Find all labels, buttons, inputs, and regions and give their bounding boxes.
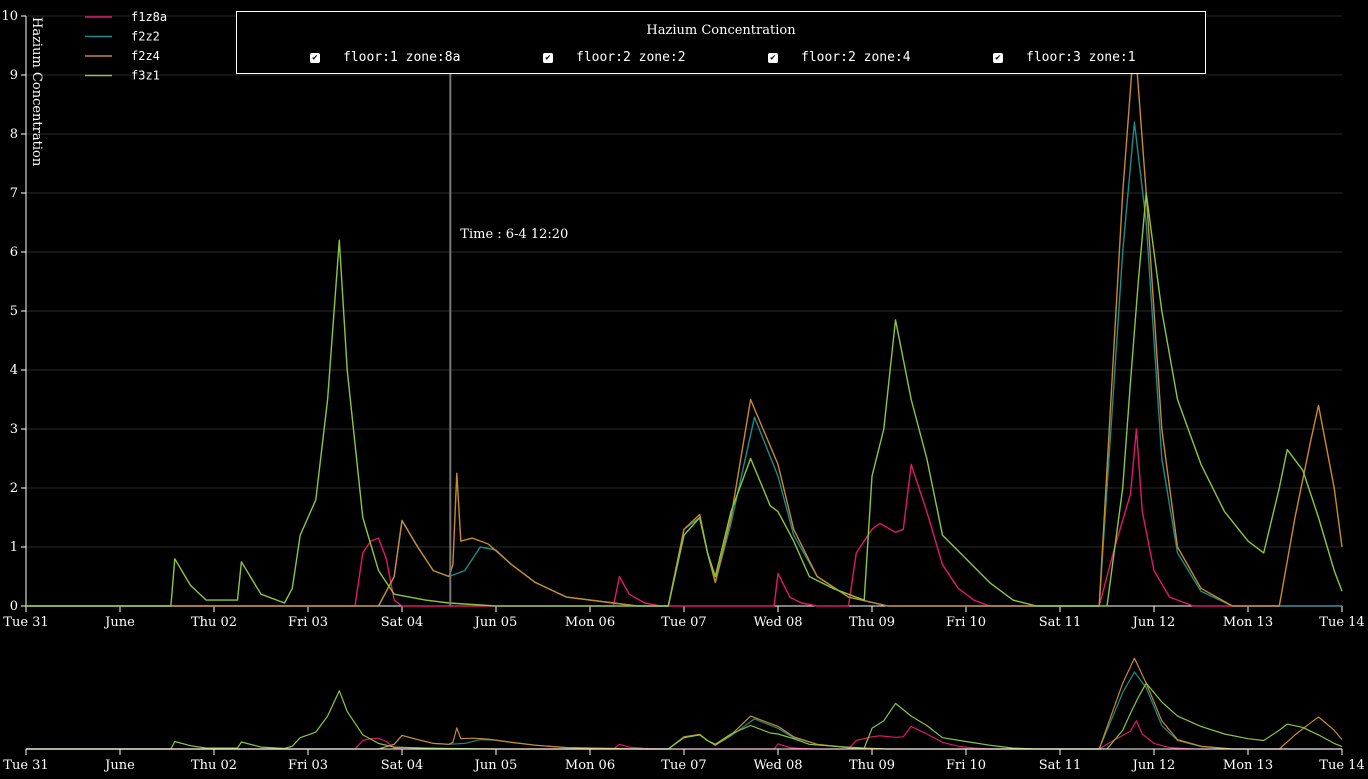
series-line-f3z1 (26, 682, 1343, 750)
y-axis-title: Hazium Concentration (29, 17, 44, 167)
x-tick-label: Tue 07 (661, 758, 706, 773)
legend-label-f1z8a: f1z8a (131, 10, 167, 24)
series-line-f2z4 (26, 657, 1343, 750)
x-tick-label: Thu 02 (191, 758, 237, 773)
series-legend: f1z8a f2z2 f2z4 f3z1 (85, 10, 167, 83)
x-tick-label: Tue 14 (1319, 615, 1364, 630)
x-tick-label: Sat 04 (381, 758, 424, 773)
series-line-f1z8a (26, 428, 1342, 607)
y-tick-label: 8 (10, 127, 18, 142)
filter-item-f2z2[interactable]: ✔ floor:2 zone:2 (543, 50, 686, 65)
y-tick-label: 1 (10, 540, 18, 555)
y-tick-label: 0 (10, 599, 18, 614)
y-tick-label: 2 (10, 481, 18, 496)
filter-panel-title: Hazium Concentration (646, 23, 796, 38)
x-tick-label: June (103, 615, 135, 630)
checkbox-checked-icon[interactable]: ✔ (768, 52, 778, 63)
x-axis: Tue 31 June Thu 02 Fri 03 Sat 04 Jun 05 Mon 06… (3, 605, 1365, 630)
x-tick-label: Jun 12 (1131, 758, 1176, 773)
filter-label: floor:2 zone:4 (801, 50, 911, 65)
x-tick-label: Jun 05 (473, 615, 518, 630)
y-tick-label: 6 (10, 245, 18, 260)
x-tick-label: Thu 02 (191, 615, 237, 630)
overview-brush-chart[interactable]: Tue 31 June Thu 02 Fri 03 Sat 04 Jun 05 Mon 06… (3, 657, 1365, 773)
checkbox-checked-icon[interactable]: ✔ (310, 52, 320, 63)
overview-x-axis: Tue 31 June Thu 02 Fri 03 Sat 04 Jun 05 Mon 06… (3, 748, 1365, 773)
x-tick-label: Thu 09 (849, 758, 895, 773)
y-tick-label: 7 (10, 186, 18, 201)
series-line-f3z1 (26, 192, 1343, 607)
x-tick-label: June (103, 758, 135, 773)
time-cursor-label: Time : 6-4 12:20 (460, 227, 568, 242)
x-tick-label: Fri 10 (946, 758, 986, 773)
y-tick-label: 3 (10, 422, 18, 437)
checkbox-checked-icon[interactable]: ✔ (543, 52, 553, 63)
x-tick-label: Jun 12 (1131, 615, 1176, 630)
filter-label: floor:2 zone:2 (576, 50, 686, 65)
y-tick-label: 5 (10, 304, 18, 319)
x-tick-label: Fri 10 (946, 615, 986, 630)
y-axis: 0 1 2 3 4 5 6 7 8 9 10 (1, 9, 27, 614)
x-tick-label: Fri 03 (288, 758, 328, 773)
x-tick-label: Wed 08 (754, 758, 803, 773)
x-tick-label: Mon 13 (1223, 758, 1273, 773)
legend-label-f2z4: f2z4 (131, 49, 160, 63)
x-tick-label: Tue 14 (1319, 758, 1364, 773)
x-tick-label: Mon 06 (565, 615, 615, 630)
y-tick-label: 9 (10, 68, 18, 83)
series-line-f2z4 (26, 35, 1343, 607)
x-tick-label: Mon 06 (565, 758, 615, 773)
filter-label: floor:3 zone:1 (1026, 50, 1136, 65)
y-tick-label: 10 (1, 9, 18, 24)
legend-label-f3z1: f3z1 (131, 69, 160, 83)
x-tick-label: Tue 31 (3, 615, 48, 630)
series-line-f2z2 (26, 121, 1342, 607)
x-tick-label: Sat 04 (381, 615, 424, 630)
x-tick-label: Fri 03 (288, 615, 328, 630)
x-tick-label: Mon 13 (1223, 615, 1273, 630)
x-tick-label: Sat 11 (1039, 615, 1082, 630)
overview-series (26, 657, 1343, 750)
checkbox-checked-icon[interactable]: ✔ (993, 52, 1003, 63)
x-tick-label: Tue 31 (3, 758, 48, 773)
legend-label-f2z2: f2z2 (131, 30, 160, 44)
filter-item-f2z4[interactable]: ✔ floor:2 zone:4 (768, 50, 911, 65)
x-tick-label: Tue 07 (661, 615, 706, 630)
grid-lines (26, 15, 1342, 548)
main-plot-series (26, 35, 1343, 607)
series-filter-panel: Hazium Concentration ✔ floor:1 zone:8a ✔… (236, 11, 1206, 74)
filter-label: floor:1 zone:8a (343, 50, 461, 65)
filter-item-f3z1[interactable]: ✔ floor:3 zone:1 (993, 50, 1136, 65)
series-line-f1z8a (26, 720, 1342, 750)
y-tick-label: 4 (10, 363, 18, 378)
x-tick-label: Sat 11 (1039, 758, 1082, 773)
x-tick-label: Jun 05 (473, 758, 518, 773)
x-tick-label: Wed 08 (754, 615, 803, 630)
x-tick-label: Thu 09 (849, 615, 895, 630)
filter-item-f1z8a[interactable]: ✔ floor:1 zone:8a (310, 50, 460, 65)
